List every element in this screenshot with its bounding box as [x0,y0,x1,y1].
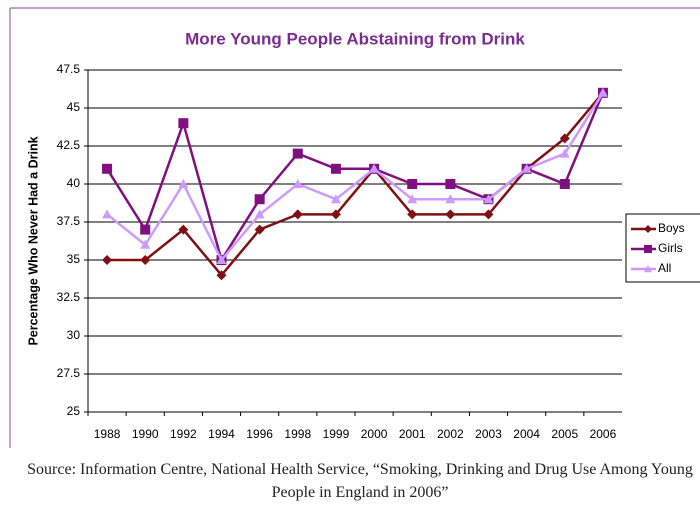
x-tick-label: 1998 [284,427,311,441]
y-tick-label: 37.5 [57,214,81,228]
source-note: Source: Information Centre, National Hea… [27,461,693,501]
point-marker [330,194,341,204]
point-marker [597,87,608,97]
y-tick-label: 35 [67,252,81,266]
x-tick-label: 1994 [208,427,235,441]
y-tick-label: 42.5 [57,138,81,152]
point-marker [445,179,456,189]
series-line [107,91,604,278]
point-marker [140,224,151,235]
point-marker [445,194,456,204]
x-tick-label: 1999 [323,427,350,441]
point-marker [292,209,303,220]
point-marker [178,224,189,235]
point-marker [216,270,227,281]
point-marker [407,179,418,189]
point-marker [178,179,189,188]
legend-label: Boys [658,221,685,235]
point-marker [102,255,113,265]
legend-label: Girls [658,241,683,255]
x-tick-label: 2001 [399,427,426,441]
point-marker [644,225,652,233]
point-marker [330,163,341,174]
point-marker [140,239,151,249]
x-tick-label: 2000 [361,427,388,441]
y-tick-label: 32.5 [57,290,81,304]
point-marker [102,163,113,174]
point-marker [445,209,456,220]
y-tick-label: 47.5 [57,62,81,76]
y-tick-label: 40 [67,176,81,190]
point-marker [559,148,570,158]
point-marker [254,209,265,219]
point-marker [521,163,532,173]
series-line [106,92,604,263]
point-marker [178,118,189,129]
chart-title: More Young People Abstaining from Drink [185,29,525,48]
y-tick-label: 30 [67,328,81,342]
y-tick-label: 27.5 [57,366,81,380]
x-tick-label: 2006 [590,427,617,441]
point-marker [254,224,265,235]
x-tick-label: 2004 [513,427,540,441]
y-axis-label: Percentage Who Never Had a Drink [26,136,40,345]
point-marker [140,255,151,265]
x-tick-label: 1990 [132,427,159,441]
point-marker [330,209,341,220]
point-marker [483,194,494,204]
x-tick-label: 2003 [475,427,502,441]
point-marker [407,209,418,220]
x-tick-label: 1992 [170,427,197,441]
point-marker [369,163,380,173]
y-tick-label: 25 [67,404,81,418]
point-marker [102,209,113,219]
point-marker [216,255,227,264]
point-marker [407,194,418,204]
y-tick-label: 45 [67,100,81,114]
legend-label: All [658,261,671,275]
series-line [106,92,605,264]
point-marker [644,245,652,253]
x-tick-label: 1988 [94,427,121,441]
point-marker [292,179,303,188]
point-marker [483,209,494,220]
x-tick-label: 2005 [551,427,578,441]
x-tick-label: 1996 [246,427,273,441]
point-marker [292,148,303,159]
x-tick-label: 2002 [437,427,464,441]
point-marker [559,133,570,144]
point-marker [254,194,265,205]
chart: More Young People Abstaining from Drink … [9,7,700,448]
point-marker [559,179,570,189]
point-marker [644,265,652,273]
